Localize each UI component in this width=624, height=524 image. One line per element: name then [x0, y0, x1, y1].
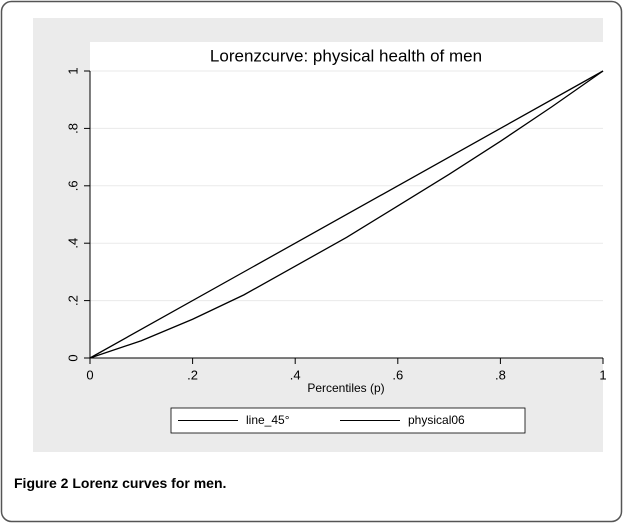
- x-tick-label: .4: [290, 367, 301, 382]
- x-tick-label: .2: [187, 367, 198, 382]
- x-tick-label: .8: [495, 367, 506, 382]
- x-tick-label: 0: [86, 367, 93, 382]
- series-line: [89, 70, 604, 359]
- y-tick-label: .6: [65, 180, 80, 191]
- caption-label: Figure 2: [14, 475, 69, 491]
- plot-region: [90, 42, 603, 358]
- y-tick-label: .8: [65, 123, 80, 134]
- x-tick-label: 1: [599, 367, 606, 382]
- legend-label: line_45°: [246, 413, 290, 427]
- x-axis-label: Percentiles (p): [307, 381, 384, 395]
- y-tick-label: 1: [65, 67, 80, 74]
- series-line: [89, 70, 604, 359]
- caption-text: Lorenz curves for men.: [72, 475, 226, 491]
- y-tick-label: 0: [65, 354, 80, 361]
- y-tick-label: .2: [65, 295, 80, 306]
- y-tick-label: .4: [65, 238, 80, 249]
- chart-title: Lorenzcurve: physical health of men: [210, 46, 482, 65]
- x-tick-label: .6: [392, 367, 403, 382]
- legend-label: physical06: [408, 413, 465, 427]
- plot: 0 .2 .4 .6 .8 1 0 .2 .4 .6 .8 1 line_45° physical06: [65, 67, 606, 427]
- caption: Figure 2 Lorenz curves for men.: [14, 475, 226, 491]
